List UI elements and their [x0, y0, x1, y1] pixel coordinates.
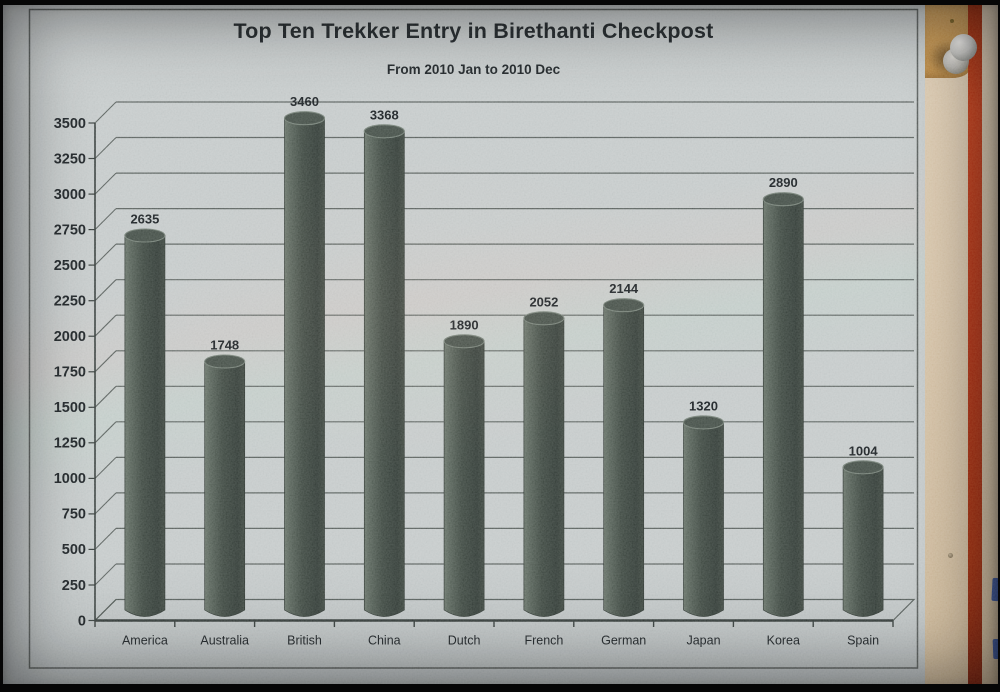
blue-mark	[992, 638, 1000, 660]
grid-depth-connector	[94, 101, 117, 124]
bar-value-label: 3368	[370, 107, 399, 122]
bar-cylinder-cap	[204, 354, 246, 369]
bar-cylinder	[363, 130, 405, 617]
grid-depth-connector	[94, 208, 117, 230]
bar-cylinder-cap	[523, 311, 565, 326]
y-tick-label: 2500	[54, 258, 86, 274]
bar-value-label: 1890	[450, 317, 479, 332]
bar-cylinder-cap	[283, 111, 326, 126]
grid-depth-connector	[94, 385, 117, 408]
bar-cylinder	[284, 117, 325, 617]
y-tick-label: 1500	[54, 400, 86, 416]
y-tick-label: 1000	[54, 471, 86, 487]
bar-value-label: 1320	[689, 398, 718, 413]
bar-cylinder-cap	[603, 298, 645, 313]
bar-cylinder-cap	[762, 192, 804, 207]
grid-depth-connector	[94, 457, 117, 479]
y-tick-label: 750	[62, 507, 86, 523]
bar-value-label: 2890	[769, 175, 798, 190]
bar-cylinder	[124, 235, 166, 617]
y-tick-label: 2000	[54, 329, 86, 345]
grid-depth-connector	[94, 243, 117, 266]
y-tick-label: 3500	[54, 116, 86, 132]
category-label: Dutch	[448, 634, 481, 648]
category-label: French	[524, 634, 563, 648]
grid-depth-connector	[94, 350, 117, 373]
blue-mark	[991, 577, 1000, 602]
push-pin	[950, 34, 977, 61]
bar-value-label: 1004	[849, 443, 879, 458]
category-label: British	[287, 634, 322, 648]
bar-cylinder-cap	[443, 334, 485, 349]
grid-depth-connector	[94, 492, 117, 515]
bar-cylinder-cap	[682, 415, 725, 430]
category-label: America	[122, 634, 168, 648]
bar-cylinder-cap	[842, 460, 884, 475]
grid-depth-connector	[94, 528, 117, 550]
bar-cylinder-cap	[363, 124, 405, 139]
chart-paper: Top Ten Trekker Entry in Birethanti Chec…	[0, 0, 925, 692]
bar-cylinder	[683, 422, 724, 617]
grid-depth-connector	[94, 172, 117, 195]
pin-hole-dot	[950, 19, 954, 23]
speck	[948, 553, 953, 558]
y-tick-label: 1250	[54, 436, 86, 452]
grid-depth-connector	[94, 314, 117, 337]
grid-depth-connector	[94, 279, 117, 302]
bar-value-label: 2144	[609, 281, 639, 296]
y-tick-label: 3250	[54, 151, 86, 167]
category-label: China	[368, 634, 401, 648]
y-tick-label: 0	[78, 613, 86, 629]
category-label: Japan	[686, 634, 720, 648]
category-label: Korea	[767, 634, 800, 648]
bar-cylinder	[443, 340, 485, 617]
category-label: German	[601, 634, 646, 648]
bar-cylinder	[603, 304, 645, 617]
cork-board	[925, 0, 1000, 692]
bar-cylinder-cap	[124, 228, 166, 243]
category-label: Spain	[847, 634, 879, 648]
bar-value-label: 1748	[210, 338, 239, 353]
bar-value-label: 3460	[290, 94, 319, 109]
y-tick-label: 3000	[54, 187, 86, 203]
y-tick-label: 2250	[54, 294, 86, 310]
bar-cylinder	[523, 317, 565, 617]
grid-depth-connector	[94, 563, 117, 586]
bar-value-label: 2635	[130, 212, 159, 227]
category-label: Australia	[200, 634, 249, 648]
y-tick-label: 250	[62, 578, 86, 594]
grid-depth-connector	[94, 421, 117, 444]
y-tick-label: 1750	[54, 365, 86, 381]
y-tick-label: 500	[62, 542, 86, 558]
grid-depth-connector	[94, 137, 117, 159]
bar-cylinder	[204, 361, 246, 617]
bar-cylinder	[842, 466, 884, 617]
y-tick-label: 2750	[54, 222, 86, 238]
red-frame-stripe	[968, 0, 982, 692]
bar-value-label: 2052	[529, 294, 558, 309]
bar-cylinder	[762, 198, 804, 617]
